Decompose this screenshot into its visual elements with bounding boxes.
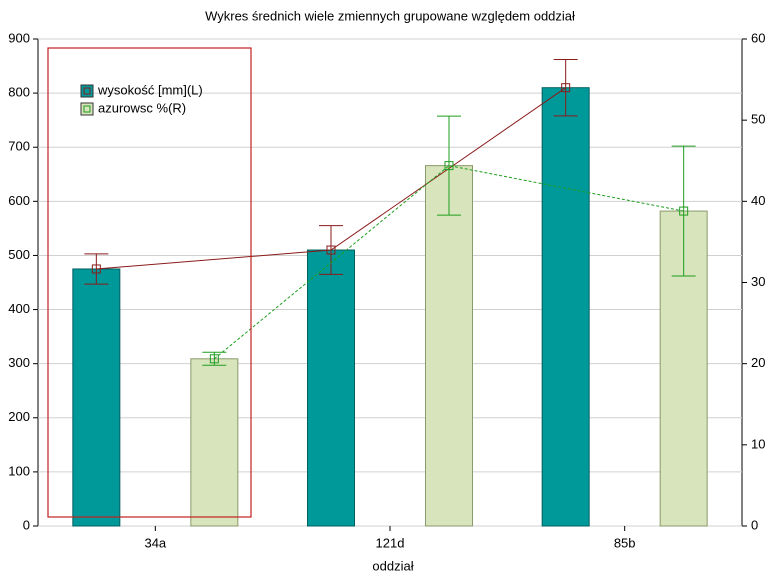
y2-tick-label: 30 [751,274,765,289]
y2-tick-label: 60 [751,30,765,45]
y-tick-label: 200 [8,409,30,424]
y-tick-label: 100 [8,463,30,478]
x-axis-label: oddział [372,558,413,573]
y-tick-label: 0 [23,517,30,532]
bar [541,87,590,527]
bar [72,268,121,527]
legend-label: wysokość [mm](L) [97,82,203,97]
bar [307,249,355,527]
y-tick-label: 400 [8,301,30,316]
mean-line [214,165,684,360]
chart-title: Wykres średnich wiele zmiennych grupowan… [205,8,575,23]
legend-marker [83,105,91,113]
legend-label: azurowsc %(R) [98,100,186,115]
y2-tick-label: 40 [751,193,765,208]
legend-marker [83,87,91,95]
y2-tick-label: 10 [751,436,765,451]
y-tick-label: 700 [8,139,30,154]
mean-marker [561,83,571,93]
legend-swatch [80,84,94,98]
mean-marker [444,161,454,171]
mean-marker [209,354,219,364]
mean-marker [91,264,101,274]
y-tick-label: 800 [8,85,30,100]
y2-tick-label: 0 [751,517,758,532]
y-tick-label: 500 [8,247,30,262]
x-tick-label: 34a [144,535,166,550]
x-tick-label: 121d [376,535,405,550]
bar [425,165,473,527]
mean-marker [679,206,689,216]
legend-swatch [80,102,94,116]
y2-tick-label: 20 [751,355,765,370]
y2-tick-label: 50 [751,112,765,127]
bar [190,358,239,527]
y-tick-label: 600 [8,193,30,208]
y-tick-label: 900 [8,30,30,45]
selection-box [47,47,252,518]
x-tick-label: 85b [614,535,636,550]
y-tick-label: 300 [8,355,30,370]
mean-marker [326,245,336,255]
